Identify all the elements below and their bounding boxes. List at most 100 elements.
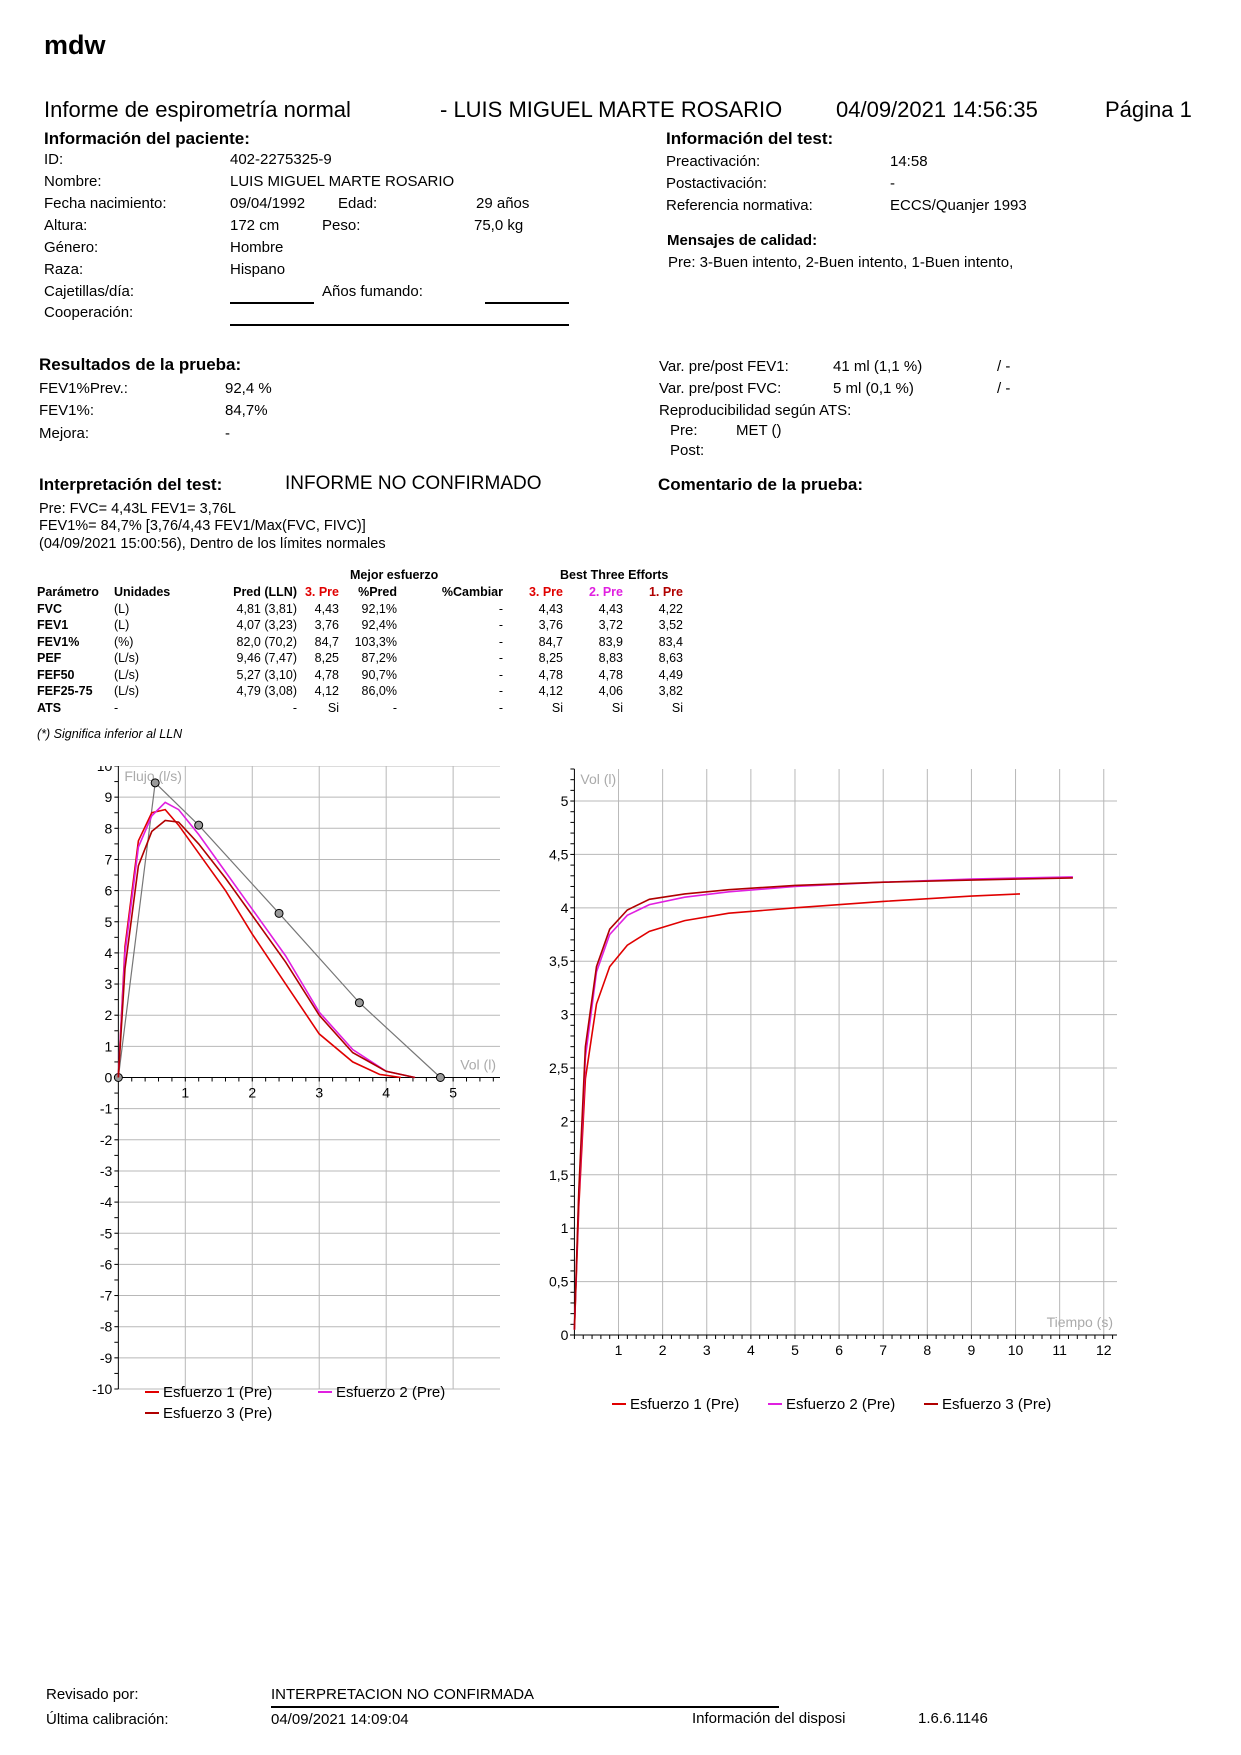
x-tick-label: 10 xyxy=(1008,1342,1024,1358)
interpretation-line-3: (04/09/2021 15:00:56), Dentro de los lím… xyxy=(39,536,386,552)
patient-height-label: Altura: xyxy=(44,217,88,234)
legend-label: Esfuerzo 1 (Pre) xyxy=(630,1396,739,1413)
table-cell: Si xyxy=(611,700,623,715)
table-header-cell: 3. Pre xyxy=(528,585,563,599)
y-tick-label: 0 xyxy=(105,1070,113,1086)
y-tick-label: 6 xyxy=(105,883,113,899)
table-cell: ATS xyxy=(37,700,62,715)
quality-messages-text: Pre: 3-Buen intento, 2-Buen intento, 1-B… xyxy=(668,254,1014,271)
y-tick-label: -1 xyxy=(100,1101,113,1117)
reproducibility-pre-label: Pre: xyxy=(670,422,698,439)
legend-label: Esfuerzo 3 (Pre) xyxy=(163,1405,272,1421)
fev1-prev-label: FEV1%Prev.: xyxy=(39,380,128,397)
brand-logo-text: mdw xyxy=(44,30,106,60)
fev1-pct-label: FEV1%: xyxy=(39,402,95,419)
patient-cooperation-label: Cooperación: xyxy=(44,304,134,321)
y-tick-label: -2 xyxy=(100,1132,113,1148)
preactivation-value: 14:58 xyxy=(890,153,928,170)
table-cell: (%) xyxy=(114,634,134,649)
table-cell: 8,83 xyxy=(598,651,623,665)
table-cell: 3,76 xyxy=(314,618,339,632)
patient-weight-value: 75,0 kg xyxy=(474,217,524,234)
table-group-best-effort: Mejor esfuerzo xyxy=(350,568,439,582)
series-line xyxy=(573,893,1021,1330)
patient-age-label: Edad: xyxy=(338,195,378,212)
patient-name-label: Nombre: xyxy=(44,173,102,190)
x-tick-label: 3 xyxy=(703,1342,711,1358)
cooperation-blank-line xyxy=(230,324,569,326)
table-cell: 8,63 xyxy=(658,651,683,665)
legend-label: Esfuerzo 1 (Pre) xyxy=(163,1384,272,1401)
last-calibration-value: 04/09/2021 14:09:04 xyxy=(271,1711,409,1728)
volume-time-chart: 00,511,522,533,544,551 2 3 4 5 6 7 8 9 10 11 12Vol … xyxy=(549,768,1117,1413)
table-header-cell: 2. Pre xyxy=(588,585,623,599)
table-cell: 83,4 xyxy=(658,634,683,649)
table-header-cell: Unidades xyxy=(114,585,171,599)
table-row: FVC (L) 4,81 (3,81) 4,43 92,1% - 4,43 4,… xyxy=(37,601,683,618)
table-cell: (L/s) xyxy=(114,684,139,698)
device-info-label: Información del disposi xyxy=(692,1710,846,1727)
x-tick-label: 4 xyxy=(382,1085,390,1101)
y-tick-label: 4,5 xyxy=(549,846,569,862)
table-cell: 4,43 xyxy=(598,601,623,616)
predicted-point xyxy=(435,1073,445,1082)
y-tick-label: 7 xyxy=(105,851,113,867)
series-line xyxy=(117,808,402,1079)
table-header-cell: %Pred xyxy=(358,585,397,599)
x-axis-label: Tiempo (s) xyxy=(1047,1314,1113,1330)
y-tick-label: 9 xyxy=(105,789,113,805)
table-cell: 4,43 xyxy=(314,601,339,616)
table-cell: PEF xyxy=(37,651,62,665)
table-cell: 4,22 xyxy=(658,601,683,616)
last-calibration-label: Última calibración: xyxy=(46,1711,169,1728)
table-cell: - xyxy=(498,700,503,715)
fev1-pct-value: 84,7% xyxy=(225,402,268,419)
var-fev1-post: / - xyxy=(997,358,1011,375)
table-cell: 4,06 xyxy=(598,684,623,698)
y-tick-label: 3 xyxy=(105,976,113,992)
table-cell: 3,76 xyxy=(538,618,563,632)
table-cell: - xyxy=(498,651,503,665)
table-cell: - xyxy=(498,618,503,632)
patient-cigarettes-label: Cajetillas/día: xyxy=(44,283,135,300)
reproducibility-label: Reproducibilidad según ATS: xyxy=(659,402,852,419)
postactivation-label: Postactivación: xyxy=(666,175,767,192)
table-cell: 84,7 xyxy=(538,634,563,649)
y-tick-label: 0 xyxy=(561,1327,569,1343)
patient-weight-label: Peso: xyxy=(322,217,361,234)
table-cell: - xyxy=(392,700,397,715)
patient-dob-value: 09/04/1992 xyxy=(230,195,306,212)
table-cell: 4,78 xyxy=(538,667,563,682)
table-row: ATS - - Si - - Si Si Si xyxy=(37,700,683,717)
y-tick-label: 3 xyxy=(561,1007,569,1023)
patient-name-value: LUIS MIGUEL MARTE ROSARIO xyxy=(230,173,455,190)
reviewed-by-line xyxy=(271,1706,779,1708)
predicted-point xyxy=(194,820,204,830)
results-title: Resultados de la prueba: xyxy=(39,355,242,374)
y-tick-label: -5 xyxy=(100,1225,113,1241)
table-cell: (L) xyxy=(114,601,130,616)
test-info-title: Información del test: xyxy=(666,129,834,148)
y-tick-label: -3 xyxy=(100,1163,113,1179)
table-cell: FEV1% xyxy=(37,634,80,649)
table-cell: FEV1 xyxy=(37,618,69,632)
table-cell: - xyxy=(114,700,119,715)
y-tick-label: 2 xyxy=(105,1007,113,1023)
predicted-point xyxy=(354,998,364,1008)
table-cell: 8,25 xyxy=(314,651,339,665)
table-cell: 4,78 xyxy=(598,667,623,682)
table-cell: (L) xyxy=(114,618,130,632)
quality-messages-title: Mensajes de calidad: xyxy=(667,232,818,249)
x-tick-label: 8 xyxy=(923,1342,931,1358)
table-cell: Si xyxy=(551,700,563,715)
table-cell: 84,7 xyxy=(314,634,339,649)
y-tick-label: 4 xyxy=(561,900,569,916)
table-cell: 4,43 xyxy=(538,601,563,616)
legend-label: Esfuerzo 3 (Pre) xyxy=(942,1396,1051,1413)
postactivation-value: - xyxy=(890,175,895,192)
x-tick-label: 9 xyxy=(968,1342,976,1358)
y-tick-label: -6 xyxy=(100,1256,113,1272)
legend-label: Esfuerzo 2 (Pre) xyxy=(336,1384,445,1401)
y-tick-label: -4 xyxy=(100,1194,113,1210)
